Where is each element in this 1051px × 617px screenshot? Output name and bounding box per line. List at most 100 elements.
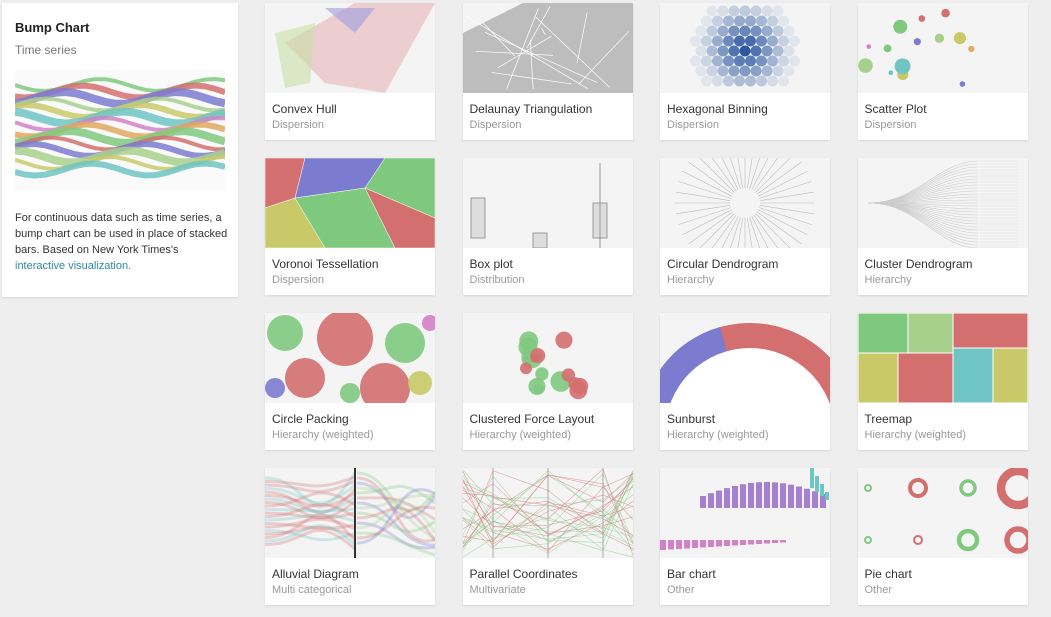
decoration — [706, 45, 718, 57]
decoration — [497, 35, 552, 68]
decoration — [767, 75, 778, 87]
decoration — [712, 35, 723, 47]
decoration — [734, 35, 745, 47]
decoration — [751, 158, 769, 190]
chart-card[interactable]: Circular Dendrogram Hierarchy — [660, 158, 830, 295]
decoration — [462, 479, 633, 548]
decoration — [462, 468, 633, 556]
decoration — [364, 187, 435, 248]
decoration — [739, 65, 751, 77]
chart-card[interactable]: Box plot Distribution — [462, 158, 633, 295]
chart-card[interactable]: Convex Hull Dispersion — [265, 3, 435, 140]
decoration — [812, 491, 818, 508]
decoration — [740, 540, 746, 545]
decoration — [265, 468, 435, 558]
decoration — [265, 522, 356, 530]
chart-name: Pie chart — [864, 567, 912, 581]
chart-card[interactable]: Voronoi Tessellation Dispersion — [265, 158, 435, 295]
decoration — [408, 371, 432, 395]
decoration — [576, 12, 588, 63]
decoration — [734, 55, 745, 67]
decoration — [660, 540, 666, 550]
decoration — [265, 475, 356, 488]
chart-category: Dispersion — [667, 119, 719, 131]
decoration — [815, 476, 819, 492]
decoration — [712, 55, 723, 67]
chart-card[interactable]: Hexagonal Binning Dispersion — [660, 3, 830, 140]
decoration — [554, 331, 573, 349]
decoration — [267, 315, 303, 351]
chart-card[interactable]: Parallel Coordinates Multivariate — [462, 468, 633, 605]
decoration — [706, 65, 718, 77]
decoration — [700, 540, 706, 548]
decoration — [491, 72, 572, 85]
chart-category: Hierarchy (weighted) — [469, 429, 571, 441]
decoration — [526, 6, 550, 49]
decoration — [758, 170, 808, 197]
decoration — [857, 58, 873, 73]
chart-card[interactable]: Pie chart Other — [857, 468, 1028, 605]
chart-card[interactable]: Treemap Hierarchy (weighted) — [857, 313, 1028, 450]
decoration — [706, 5, 718, 17]
decoration — [356, 505, 435, 540]
decoration — [462, 494, 633, 545]
chart-card[interactable]: Bar chart Other — [660, 468, 830, 605]
chart-thumbnail — [265, 158, 435, 248]
chart-card[interactable]: Cluster Dendrogram Hierarchy — [857, 158, 1028, 295]
chart-card[interactable]: Clustered Force Layout Hierarchy (weighte… — [462, 313, 633, 450]
chart-card[interactable]: Delaunay Triangulation Dispersion — [462, 3, 633, 140]
chart-card[interactable]: Sunburst Hierarchy (weighted) — [660, 313, 830, 450]
decoration — [753, 158, 779, 192]
description-link[interactable]: interactive visualization. — [15, 260, 132, 272]
decoration — [825, 492, 829, 500]
decoration — [15, 127, 225, 148]
decoration — [730, 217, 741, 248]
chart-name: Scatter Plot — [864, 102, 927, 116]
decoration — [867, 202, 978, 248]
decoration — [897, 352, 953, 403]
chart-category: Hierarchy (weighted) — [667, 429, 769, 441]
decoration — [745, 55, 756, 67]
decoration — [728, 65, 740, 77]
decoration — [717, 45, 729, 57]
decoration — [356, 486, 435, 541]
chart-card[interactable]: Circle Packing Hierarchy (weighted) — [265, 313, 435, 450]
decoration — [265, 488, 357, 514]
decoration — [887, 70, 893, 76]
decoration — [678, 181, 731, 199]
decoration — [356, 484, 435, 505]
decoration — [783, 45, 795, 57]
decoration — [756, 482, 762, 508]
chart-thumbnail — [857, 468, 1028, 558]
decoration — [695, 25, 707, 37]
decoration — [534, 16, 610, 88]
chart-category: Dispersion — [272, 119, 324, 131]
decoration — [385, 323, 425, 363]
decoration — [810, 468, 814, 488]
chart-card[interactable]: Alluvial Diagram Multi categorical — [265, 468, 435, 605]
chart-category: Multi categorical — [272, 584, 352, 596]
chart-thumbnail — [660, 468, 830, 558]
chart-thumbnail — [265, 3, 435, 93]
decoration — [15, 160, 225, 179]
decoration — [265, 479, 356, 493]
chart-thumbnail — [660, 313, 830, 403]
decoration — [755, 158, 791, 193]
decoration — [892, 19, 907, 34]
decoration — [356, 476, 435, 543]
decoration — [996, 468, 1028, 510]
decoration — [265, 197, 326, 248]
decoration — [767, 55, 778, 67]
decoration — [711, 158, 737, 192]
decoration — [462, 470, 633, 544]
decoration — [734, 15, 745, 27]
chart-thumbnail — [660, 3, 830, 93]
decoration — [265, 499, 356, 520]
chart-category: Dispersion — [864, 119, 917, 131]
decoration — [356, 488, 435, 545]
decoration — [778, 55, 789, 67]
decoration — [952, 313, 1028, 349]
decoration — [728, 5, 740, 17]
chart-category: Hierarchy — [667, 274, 715, 286]
chart-card[interactable]: Scatter Plot Dispersion — [857, 3, 1028, 140]
